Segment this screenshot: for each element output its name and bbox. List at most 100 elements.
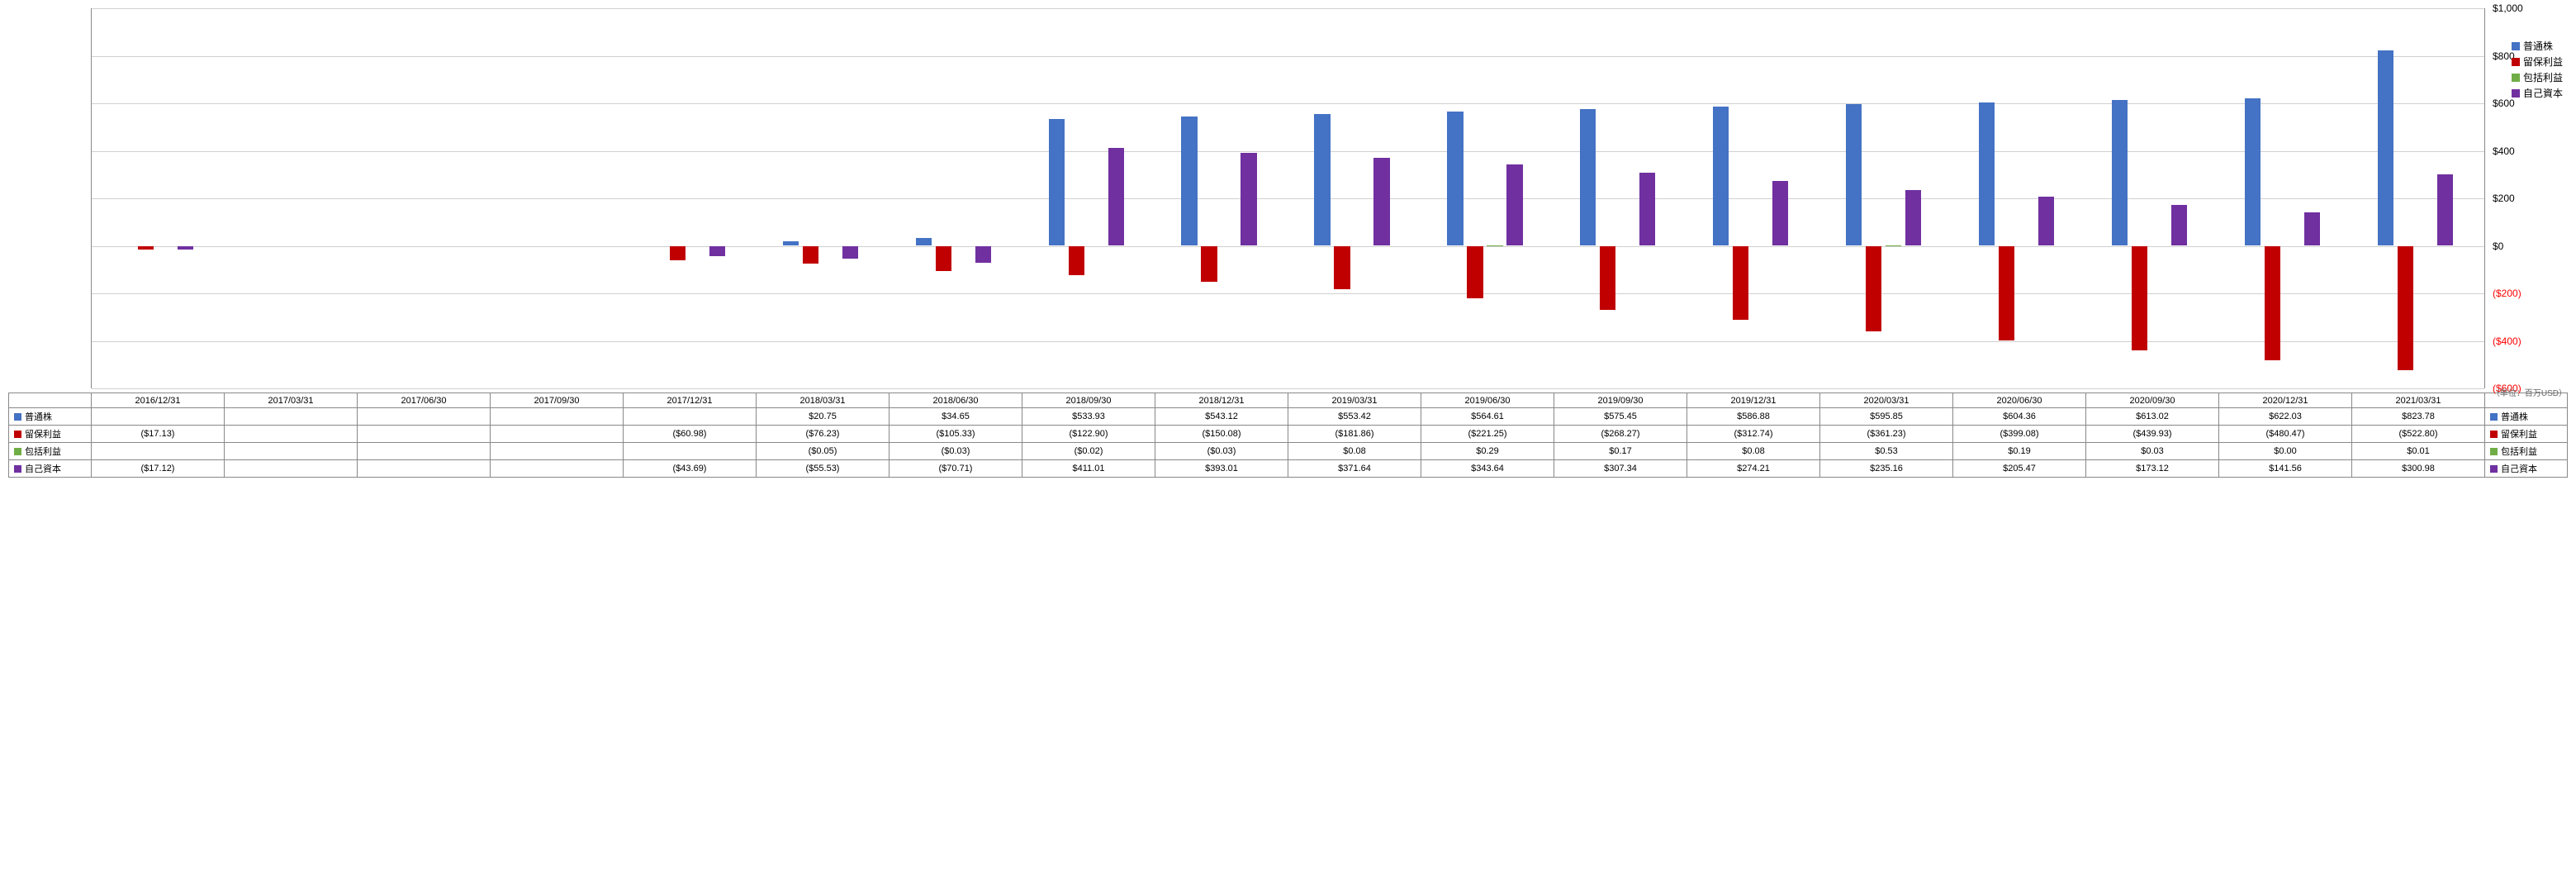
row-swatch [14, 413, 21, 421]
bar-common_stock [1979, 102, 1995, 246]
table-row: 包括利益($0.05)($0.03)($0.02)($0.03)$0.08$0.… [9, 443, 2568, 460]
table-date-header: 2020/06/30 [1953, 393, 2086, 408]
table-cell: $343.64 [1421, 460, 1554, 478]
table-cell: $0.53 [1820, 443, 1953, 460]
bar-retained_earnings [1600, 246, 1615, 310]
table-corner [9, 393, 92, 408]
y-axis-unit: （単位：百万USD） [2492, 386, 2567, 398]
table-cell: ($60.98) [624, 426, 757, 443]
period-column [1022, 8, 1155, 388]
period-column [1952, 8, 2085, 388]
bar-common_stock [1049, 119, 1065, 246]
table-row: 自己資本($17.12)($43.69)($55.53)($70.71)$411… [9, 460, 2568, 478]
table-cell: $274.21 [1687, 460, 1820, 478]
table-cell [491, 460, 624, 478]
row-swatch [14, 465, 21, 473]
bar-retained_earnings [1069, 246, 1084, 275]
table-date-header: 2017/09/30 [491, 393, 624, 408]
table-cell [624, 408, 757, 426]
gridline [92, 388, 2484, 389]
table-cell: $0.03 [2086, 443, 2219, 460]
table-cell: $564.61 [1421, 408, 1554, 426]
bar-equity [975, 246, 991, 263]
table-cell: ($70.71) [890, 460, 1022, 478]
table-cell: $553.42 [1288, 408, 1421, 426]
legend-label: 包括利益 [2523, 70, 2563, 84]
row-swatch [2490, 431, 2498, 438]
table-cell [491, 408, 624, 426]
table-date-header: 2018/03/31 [757, 393, 890, 408]
y-tick-label: $1,000 [2493, 2, 2559, 14]
table-cell: $0.01 [2352, 443, 2485, 460]
period-column [2351, 8, 2484, 388]
table-cell: $0.17 [1554, 443, 1687, 460]
bar-equity [2304, 212, 2320, 246]
table-cell [225, 443, 358, 460]
table-row: 普通株$20.75$34.65$533.93$543.12$553.42$564… [9, 408, 2568, 426]
table-cell: ($268.27) [1554, 426, 1687, 443]
table-cell: ($181.86) [1288, 426, 1421, 443]
table-cell: $173.12 [2086, 460, 2219, 478]
table-cell: ($43.69) [624, 460, 757, 478]
period-column [2085, 8, 2218, 388]
y-tick-label: ($200) [2493, 288, 2559, 299]
row-label-text: 普通株 [25, 410, 52, 423]
legend-label: 普通株 [2523, 39, 2553, 53]
table-cell: ($0.05) [757, 443, 890, 460]
row-swatch [14, 431, 21, 438]
bar-retained_earnings [1733, 246, 1748, 321]
bar-equity [1108, 148, 1124, 245]
table-date-header: 2019/12/31 [1687, 393, 1820, 408]
table-cell: ($17.13) [92, 426, 225, 443]
table-date-header: 2018/06/30 [890, 393, 1022, 408]
bar-common_stock [1713, 107, 1729, 246]
table-row: 留保利益($17.13)($60.98)($76.23)($105.33)($1… [9, 426, 2568, 443]
row-swatch [2490, 448, 2498, 455]
row-label-text: 自己資本 [2501, 462, 2537, 475]
table-cell: $393.01 [1155, 460, 1288, 478]
bar-equity [1905, 190, 1921, 246]
table-cell: $823.78 [2352, 408, 2485, 426]
bar-retained_earnings [670, 246, 686, 261]
table-cell: $300.98 [2352, 460, 2485, 478]
period-column [757, 8, 890, 388]
data-table: 2016/12/312017/03/312017/06/302017/09/30… [8, 393, 2568, 478]
row-label-text: 自己資本 [25, 462, 61, 475]
period-column [225, 8, 358, 388]
table-date-header: 2017/06/30 [358, 393, 491, 408]
period-column [1421, 8, 1554, 388]
table-cell: ($439.93) [2086, 426, 2219, 443]
table-date-header: 2021/03/31 [2352, 393, 2485, 408]
y-tick-label: $200 [2493, 193, 2559, 204]
row-swatch [14, 448, 21, 455]
row-swatch [2490, 413, 2498, 421]
row-label-right-equity: 自己資本 [2485, 460, 2568, 478]
bar-equity [2171, 205, 2187, 246]
legend-swatch [2512, 42, 2520, 50]
period-column [92, 8, 225, 388]
bar-equity [1639, 173, 1655, 245]
bar-common_stock [1846, 104, 1862, 245]
legend-swatch [2512, 74, 2520, 82]
bar-common_stock [2245, 98, 2261, 246]
table-cell: $543.12 [1155, 408, 1288, 426]
table-cell: ($361.23) [1820, 426, 1953, 443]
table-cell: $604.36 [1953, 408, 2086, 426]
bar-retained_earnings [1467, 246, 1483, 299]
table-cell: ($0.02) [1022, 443, 1155, 460]
legend-label: 留保利益 [2523, 55, 2563, 69]
table-cell [358, 426, 491, 443]
table-cell: ($0.03) [890, 443, 1022, 460]
bar-retained_earnings [138, 246, 154, 250]
table-cell: ($221.25) [1421, 426, 1554, 443]
table-date-header: 2019/06/30 [1421, 393, 1554, 408]
period-column [491, 8, 624, 388]
legend-item-retained_earnings: 留保利益 [2512, 55, 2563, 69]
bar-common_stock [2378, 50, 2393, 246]
row-label-right-common_stock: 普通株 [2485, 408, 2568, 426]
table-cell [225, 460, 358, 478]
period-column [1155, 8, 1288, 388]
table-date-header: 2017/12/31 [624, 393, 757, 408]
y-tick-label: ($400) [2493, 335, 2559, 347]
table-cell: ($522.80) [2352, 426, 2485, 443]
